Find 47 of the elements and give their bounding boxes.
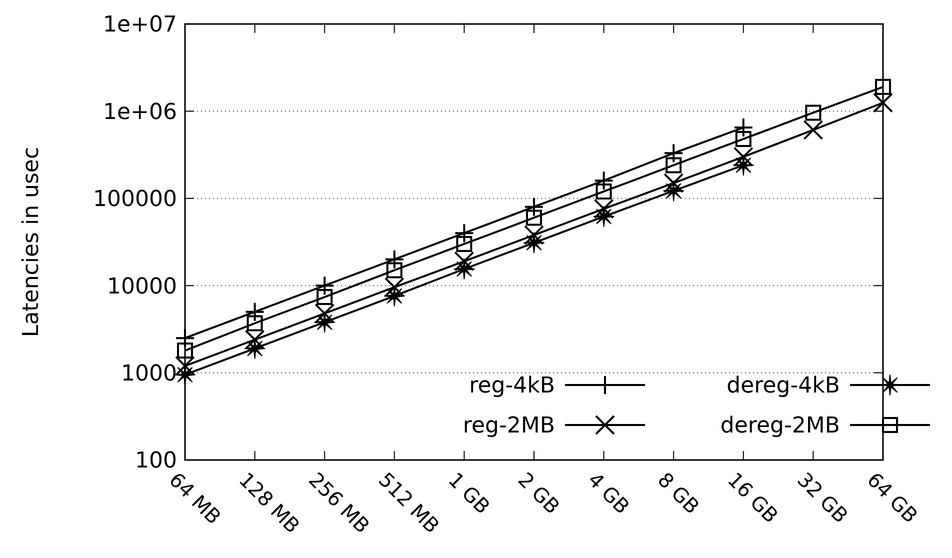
point bbox=[664, 143, 684, 164]
point bbox=[664, 173, 684, 194]
point bbox=[454, 223, 474, 244]
point bbox=[244, 330, 265, 350]
x-tick-label: 8 GB bbox=[653, 468, 704, 519]
legend-label: reg-2MB bbox=[462, 414, 555, 439]
y-tick-label: 1000 bbox=[121, 362, 177, 386]
point bbox=[524, 225, 544, 246]
y-tick-label: 1e+06 bbox=[103, 100, 177, 125]
x-tick-label: 64 GB bbox=[862, 468, 923, 528]
x-tick-label: 256 MB bbox=[304, 468, 374, 538]
point bbox=[175, 356, 195, 376]
point bbox=[594, 198, 614, 219]
point bbox=[733, 146, 754, 167]
point bbox=[384, 249, 404, 270]
point bbox=[456, 236, 472, 252]
point bbox=[314, 303, 335, 324]
point bbox=[386, 262, 402, 278]
point bbox=[875, 78, 891, 95]
point bbox=[805, 104, 822, 121]
point bbox=[316, 289, 333, 306]
point bbox=[244, 302, 265, 322]
legend-label: dereg-2MB bbox=[720, 414, 840, 439]
x-tick-label: 1 GB bbox=[444, 468, 495, 519]
point bbox=[384, 277, 404, 298]
point bbox=[526, 210, 542, 226]
x-tick-label: 4 GB bbox=[583, 468, 634, 519]
legend-label: reg-4kB bbox=[469, 374, 555, 399]
x-tick-label: 128 MB bbox=[234, 468, 305, 538]
y-axis-title: Latencies in usec bbox=[19, 146, 44, 338]
point bbox=[594, 170, 614, 191]
point bbox=[246, 315, 263, 332]
point bbox=[454, 251, 474, 272]
point bbox=[735, 130, 752, 147]
x-tick-label: 2 GB bbox=[514, 468, 565, 519]
point bbox=[803, 120, 824, 140]
x-tick-label: 32 GB bbox=[792, 468, 853, 528]
x-tick-label: 16 GB bbox=[722, 468, 784, 528]
point bbox=[873, 92, 893, 113]
point bbox=[596, 183, 612, 200]
y-tick-label: 1e+07 bbox=[103, 12, 177, 38]
y-tick-label: 10000 bbox=[107, 274, 177, 300]
legend-label: dereg-4kB bbox=[726, 374, 840, 399]
point bbox=[666, 157, 682, 174]
y-tick-label: 100000 bbox=[93, 187, 177, 212]
point bbox=[314, 276, 335, 296]
point bbox=[177, 342, 193, 359]
